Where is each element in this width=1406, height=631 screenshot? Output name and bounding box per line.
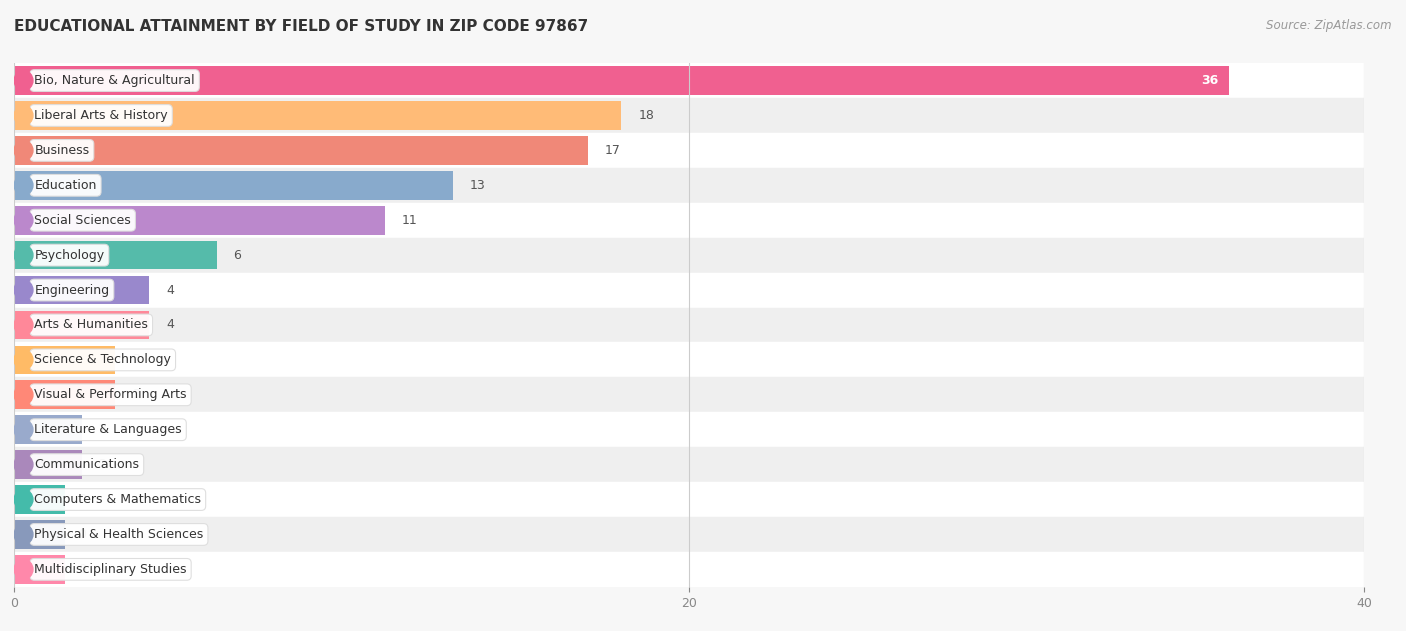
Text: 36: 36: [1202, 74, 1219, 87]
Bar: [14, 451, 82, 479]
Text: Literature & Languages: Literature & Languages: [34, 423, 181, 436]
Text: Communications: Communications: [34, 458, 139, 471]
Bar: [14, 520, 65, 549]
Text: Bio, Nature & Agricultural: Bio, Nature & Agricultural: [34, 74, 195, 87]
Text: 2: 2: [98, 458, 107, 471]
Bar: [14, 136, 588, 165]
Bar: [14, 377, 1364, 412]
Bar: [14, 310, 149, 339]
Text: Engineering: Engineering: [34, 283, 110, 297]
Text: Computers & Mathematics: Computers & Mathematics: [34, 493, 201, 506]
Text: 11: 11: [402, 214, 418, 227]
Circle shape: [14, 71, 32, 90]
Text: 18: 18: [638, 109, 654, 122]
Bar: [14, 447, 1364, 482]
Text: Business: Business: [34, 144, 90, 157]
Text: 6: 6: [233, 249, 242, 262]
Text: Social Sciences: Social Sciences: [34, 214, 131, 227]
Text: 2: 2: [98, 423, 107, 436]
Text: 13: 13: [470, 179, 485, 192]
Bar: [14, 241, 217, 269]
Bar: [14, 276, 149, 304]
Text: Visual & Performing Arts: Visual & Performing Arts: [34, 388, 187, 401]
Bar: [14, 517, 1364, 552]
Bar: [14, 101, 621, 130]
Circle shape: [14, 280, 32, 300]
Text: Source: ZipAtlas.com: Source: ZipAtlas.com: [1267, 19, 1392, 32]
Text: Psychology: Psychology: [34, 249, 104, 262]
Circle shape: [14, 211, 32, 230]
Text: Science & Technology: Science & Technology: [34, 353, 172, 367]
Text: 4: 4: [166, 283, 174, 297]
Bar: [14, 206, 385, 235]
Text: EDUCATIONAL ATTAINMENT BY FIELD OF STUDY IN ZIP CODE 97867: EDUCATIONAL ATTAINMENT BY FIELD OF STUDY…: [14, 19, 588, 34]
Circle shape: [14, 106, 32, 125]
Bar: [14, 63, 1364, 98]
Circle shape: [14, 420, 32, 439]
Circle shape: [14, 525, 32, 544]
Bar: [14, 555, 65, 584]
Bar: [14, 412, 1364, 447]
Bar: [14, 98, 1364, 133]
Text: 17: 17: [605, 144, 620, 157]
Bar: [14, 238, 1364, 273]
Circle shape: [14, 141, 32, 160]
Bar: [14, 66, 1229, 95]
Bar: [14, 415, 82, 444]
Bar: [14, 343, 1364, 377]
Text: 0: 0: [79, 528, 86, 541]
Text: 3: 3: [132, 353, 141, 367]
Circle shape: [14, 350, 32, 370]
Bar: [14, 307, 1364, 343]
Bar: [14, 171, 453, 199]
Bar: [14, 346, 115, 374]
Bar: [14, 133, 1364, 168]
Bar: [14, 485, 65, 514]
Bar: [14, 552, 1364, 587]
Circle shape: [14, 490, 32, 509]
Circle shape: [14, 245, 32, 265]
Circle shape: [14, 316, 32, 334]
Text: 0: 0: [79, 563, 86, 576]
Bar: [14, 203, 1364, 238]
Text: Education: Education: [34, 179, 97, 192]
Circle shape: [14, 455, 32, 475]
Text: Physical & Health Sciences: Physical & Health Sciences: [34, 528, 204, 541]
Text: Liberal Arts & History: Liberal Arts & History: [34, 109, 167, 122]
Bar: [14, 168, 1364, 203]
Circle shape: [14, 560, 32, 579]
Bar: [14, 482, 1364, 517]
Text: 3: 3: [132, 388, 141, 401]
Circle shape: [14, 175, 32, 195]
Bar: [14, 380, 115, 409]
Circle shape: [14, 385, 32, 404]
Text: 0: 0: [79, 493, 86, 506]
Bar: [14, 273, 1364, 307]
Text: Multidisciplinary Studies: Multidisciplinary Studies: [34, 563, 187, 576]
Text: 4: 4: [166, 319, 174, 331]
Text: Arts & Humanities: Arts & Humanities: [34, 319, 148, 331]
